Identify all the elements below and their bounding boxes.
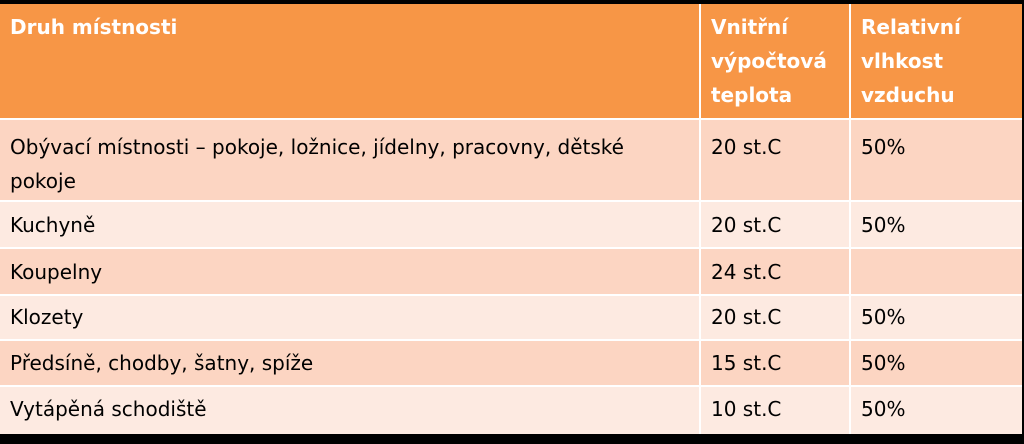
cell-temperature: 10 st.C [700, 386, 851, 434]
cell-temperature: 20 st.C [700, 201, 851, 249]
table-row: Obývací místnosti – pokoje, ložnice, jíd… [0, 119, 1022, 202]
table-row: Předsíně, chodby, šatny, spíže 15 st.C 5… [0, 340, 1022, 387]
cell-temperature: 20 st.C [700, 295, 851, 341]
cell-humidity: 50% [850, 340, 1022, 387]
table-row: Vytápěná schodiště 10 st.C 50% [0, 386, 1022, 434]
cell-humidity [850, 248, 1022, 296]
room-climate-table-container: Druh místnosti Vnitřní výpočtová teplota… [0, 4, 1022, 437]
cell-room-type: Předsíně, chodby, šatny, spíže [0, 340, 701, 387]
cell-humidity: 50% [850, 119, 1022, 202]
cell-humidity: 50% [850, 295, 1022, 341]
header-relative-humidity: Relativní vlhkost vzduchu [850, 4, 1022, 120]
cell-room-type: Kuchyně [0, 201, 701, 249]
cell-humidity: 50% [850, 201, 1022, 249]
cell-temperature: 24 st.C [700, 248, 851, 296]
table-header-row: Druh místnosti Vnitřní výpočtová teplota… [0, 4, 1022, 120]
table-row: Klozety 20 st.C 50% [0, 295, 1022, 341]
table-row: Kuchyně 20 st.C 50% [0, 201, 1022, 249]
cell-room-type: Obývací místnosti – pokoje, ložnice, jíd… [0, 119, 701, 202]
cell-room-type: Koupelny [0, 248, 701, 296]
cell-temperature: 15 st.C [700, 340, 851, 387]
header-room-type: Druh místnosti [0, 4, 701, 120]
table-row: Koupelny 24 st.C [0, 248, 1022, 296]
cell-humidity: 50% [850, 386, 1022, 434]
header-indoor-temperature: Vnitřní výpočtová teplota [700, 4, 851, 120]
cell-room-type: Klozety [0, 295, 701, 341]
cell-temperature: 20 st.C [700, 119, 851, 202]
cell-room-type: Vytápěná schodiště [0, 386, 701, 434]
room-climate-table: Druh místnosti Vnitřní výpočtová teplota… [0, 4, 1022, 434]
